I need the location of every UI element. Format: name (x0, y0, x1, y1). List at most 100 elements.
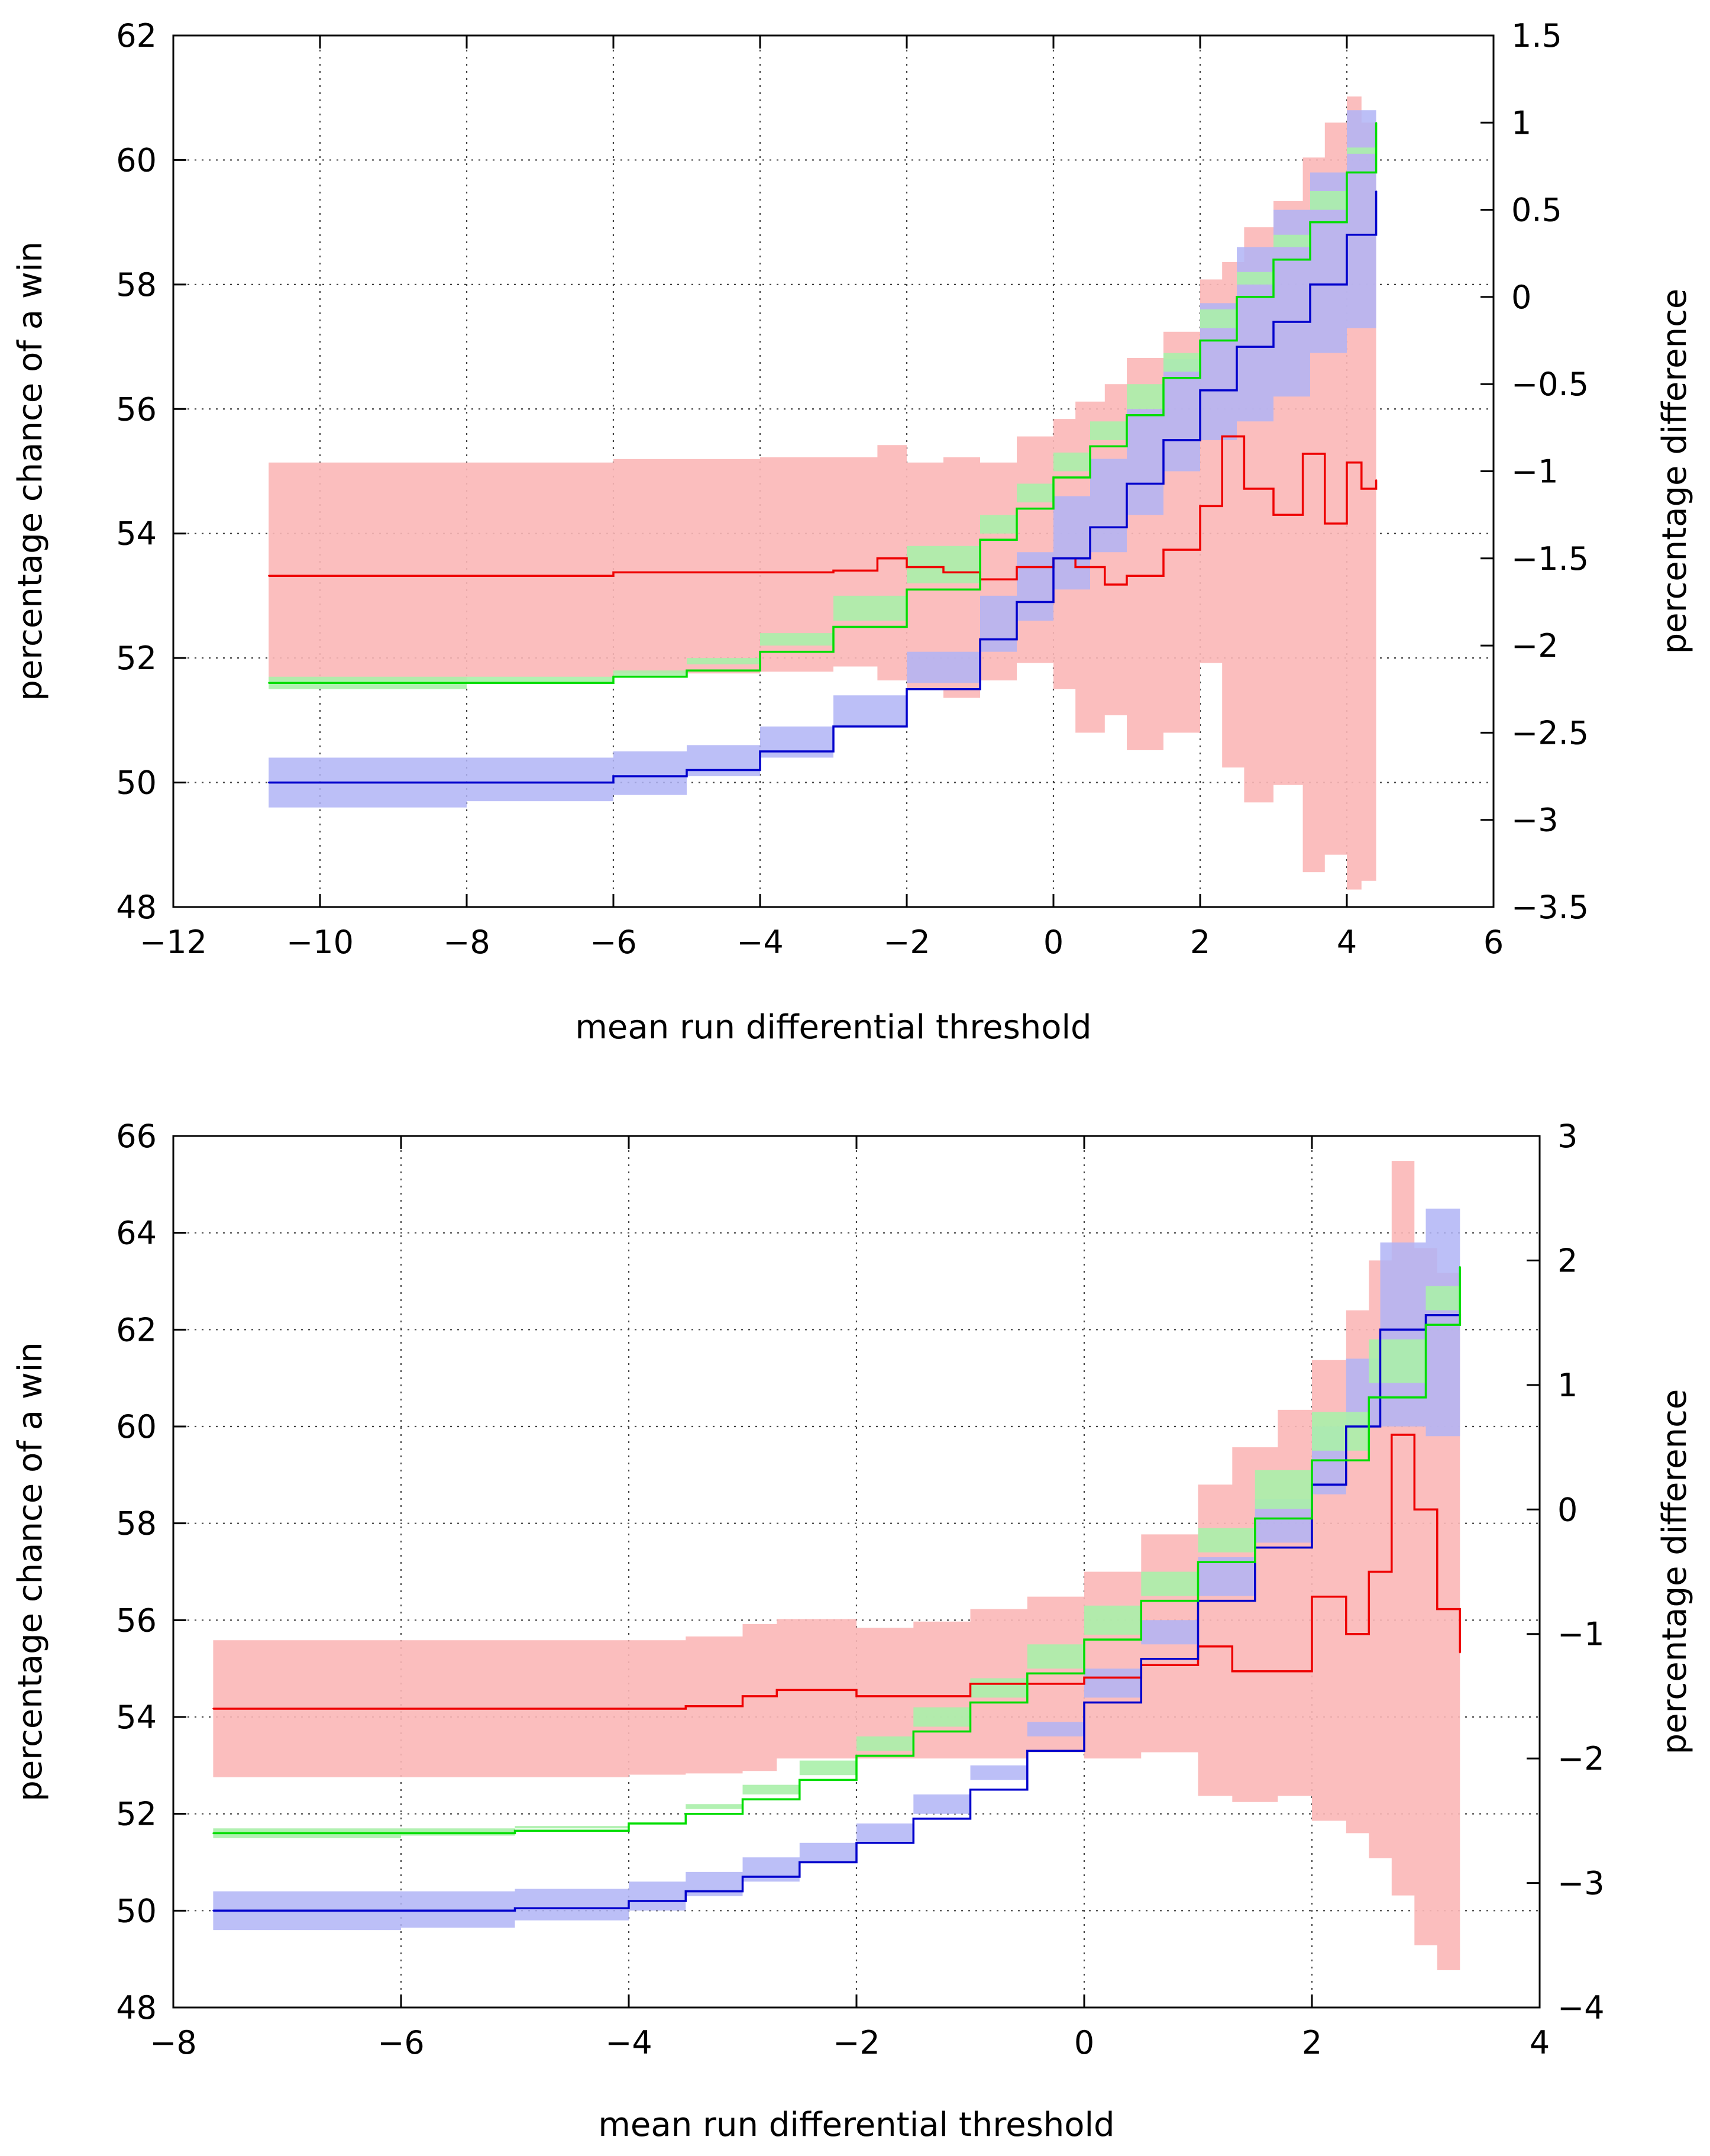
red-data-point (776, 1689, 778, 1691)
blue-data-point (855, 1842, 858, 1844)
blue-data-point (612, 775, 615, 777)
red-data-point (1459, 1652, 1461, 1654)
x-tick-label: −8 (443, 924, 490, 961)
green-data-point (400, 1832, 402, 1834)
green-data-point (832, 626, 835, 628)
y2-tick-label: −3 (1557, 1865, 1605, 1902)
blue-data-point (1052, 557, 1055, 559)
blue-data-point (1309, 283, 1311, 286)
green-data-point (1272, 259, 1275, 260)
blue-data-point (212, 1910, 214, 1912)
green-data-point (1311, 1460, 1313, 1461)
y2-tick-label: 0.5 (1511, 192, 1562, 229)
green-data-point (466, 682, 468, 684)
green-data-point (1197, 1561, 1199, 1563)
x-tick-label: −10 (286, 924, 354, 961)
x-tick-label: −6 (590, 924, 637, 961)
red-data-point (1075, 566, 1077, 568)
blue-data-point (1375, 190, 1377, 192)
green-data-point (1026, 1673, 1028, 1674)
y2-tick-label: −0.5 (1511, 366, 1589, 403)
y2-tick-label: −3 (1511, 802, 1559, 839)
blue-data-point (686, 769, 688, 771)
red-data-point (1272, 514, 1275, 516)
x-tick-label: −12 (140, 924, 207, 961)
blue-data-point (1425, 1314, 1427, 1316)
green-series-line (213, 1267, 1462, 1835)
y-tick-label: 54 (116, 515, 157, 553)
blue-data-point (1016, 601, 1018, 603)
red-confidence-band (213, 1161, 1460, 1970)
y2-tick-label: −2.5 (1511, 714, 1589, 751)
x-tick-label: −4 (736, 924, 784, 961)
y-axis-label: percentage chance of a win (11, 241, 50, 701)
red-data-point (212, 1708, 214, 1710)
y2-tick-label: 3 (1557, 1118, 1578, 1155)
y-tick-label: 58 (116, 1505, 157, 1542)
blue-confidence-band (269, 54, 1376, 808)
y2-tick-label: 2 (1557, 1242, 1578, 1279)
green-data-point (612, 676, 615, 677)
red-data-point (514, 1708, 516, 1710)
red-data-point (1083, 1677, 1085, 1679)
blue-data-point (628, 1900, 630, 1902)
blue-data-point (742, 1876, 744, 1878)
red-data-point (1346, 461, 1348, 463)
blue-confidence-band (213, 1203, 1460, 1931)
red-confidence-band (269, 96, 1376, 890)
green-data-point (1375, 122, 1377, 124)
x-tick-label: −2 (833, 2024, 880, 2061)
blue-data-point (1026, 1750, 1028, 1752)
red-data-point (400, 1708, 402, 1710)
y2-tick-label: −2 (1511, 627, 1559, 664)
green-data-point (1052, 476, 1055, 479)
red-data-point (1016, 566, 1018, 568)
green-data-point (514, 1830, 516, 1832)
green-data-point (628, 1822, 630, 1825)
red-data-point (1243, 488, 1245, 490)
blue-data-point (1089, 526, 1091, 528)
blue-data-point (1199, 389, 1201, 391)
red-data-point (466, 575, 468, 577)
x-tick-label: 2 (1302, 2024, 1322, 2061)
green-data-point (1254, 1518, 1256, 1519)
blue-data-point (514, 1908, 516, 1909)
green-data-point (1236, 296, 1238, 298)
green-data-point (1368, 1396, 1370, 1399)
blue-series-line (213, 1314, 1462, 1912)
blue-data-point (400, 1910, 402, 1912)
x-tick-label: −4 (605, 2024, 652, 2061)
blue-series-line (269, 191, 1378, 784)
red-data-point (1311, 1596, 1313, 1597)
y2-tick-label: 0 (1511, 279, 1531, 316)
y-tick-label: 50 (116, 1892, 157, 1929)
x-tick-label: 2 (1190, 924, 1210, 961)
y-tick-label: 62 (116, 17, 157, 54)
blue-data-point (268, 782, 270, 783)
red-data-point (906, 566, 908, 568)
green-data-point (913, 1731, 914, 1732)
green-data-point (1126, 414, 1128, 417)
red-data-point (1199, 505, 1201, 507)
x-axis-label: mean run differential threshold (598, 2106, 1114, 2144)
red-data-point (1302, 453, 1304, 455)
green-data-point (212, 1832, 214, 1834)
chart-top: −12 −10 −8 −6 −4 −2 0 2 4 64850525456586062−3.5−3… (11, 17, 1694, 1047)
x-tick-label: 4 (1337, 924, 1357, 961)
y-tick-label: 56 (116, 390, 157, 428)
red-data-point (877, 557, 878, 559)
green-data-point (1309, 221, 1311, 223)
red-data-point (1414, 1509, 1415, 1511)
red-data-point (1375, 479, 1377, 481)
blue-data-point (1140, 1658, 1142, 1660)
red-data-point (1221, 435, 1223, 437)
green-data-point (759, 651, 761, 653)
green-data-point (1199, 340, 1201, 341)
red-data-point (1368, 1571, 1370, 1573)
y2-tick-label: −1 (1511, 453, 1559, 490)
red-data-point (1126, 575, 1128, 577)
x-tick-label: −2 (883, 924, 930, 961)
blue-data-point (969, 1789, 971, 1790)
green-data-point (1346, 172, 1348, 173)
